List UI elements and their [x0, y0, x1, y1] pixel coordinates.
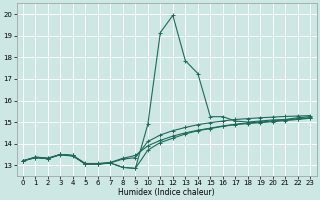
- X-axis label: Humidex (Indice chaleur): Humidex (Indice chaleur): [118, 188, 215, 197]
